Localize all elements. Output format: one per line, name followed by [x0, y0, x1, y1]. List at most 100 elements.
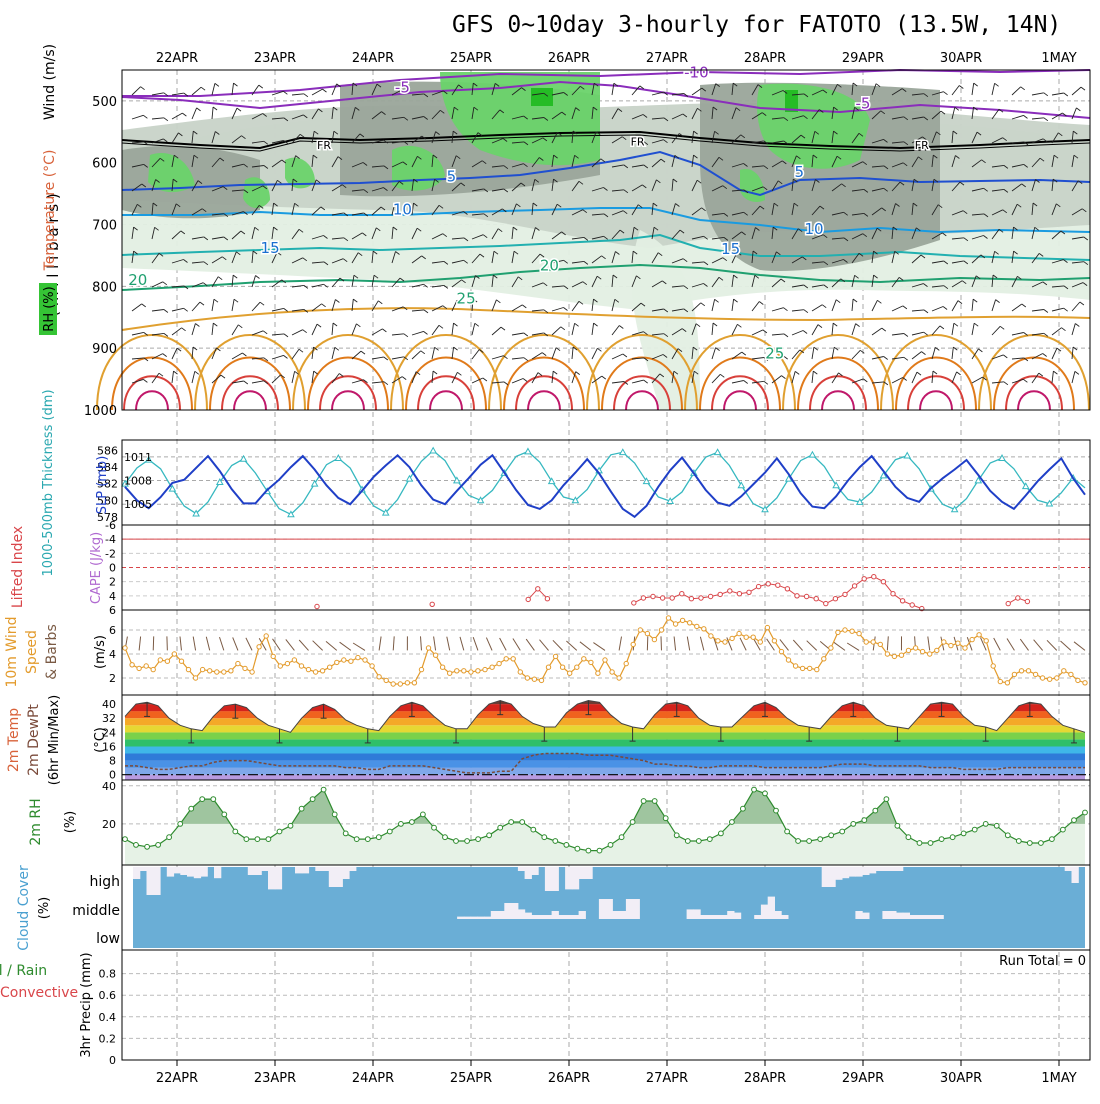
wind-speed-marker: [666, 616, 670, 620]
date-label-top: 30APR: [940, 51, 982, 66]
date-label-top: 24APR: [352, 51, 394, 66]
date-label-bottom: 27APR: [646, 1071, 688, 1086]
rh-marker: [553, 839, 558, 844]
rh-marker: [211, 797, 216, 802]
cloud-unit-label: (%): [37, 897, 52, 920]
wind-speed-marker: [1040, 676, 1044, 680]
page-title: GFS 0~10day 3-hourly for FATOTO (13.5W, …: [452, 12, 1061, 38]
cloud-middle-bar: [457, 917, 464, 919]
cloud-middle-bar: [693, 909, 700, 919]
li-marker: [1006, 601, 1010, 605]
rh-marker: [939, 837, 944, 842]
wind-speed-marker: [1019, 669, 1023, 673]
wind-speed-marker: [504, 657, 508, 661]
rh-marker: [156, 843, 161, 848]
rh-marker: [200, 797, 205, 802]
cloud-middle-bar: [504, 903, 511, 919]
li-marker: [804, 594, 808, 598]
li-marker: [689, 597, 693, 601]
wind-speed-marker: [1069, 672, 1073, 676]
cloud-high-bar: [140, 867, 147, 871]
rh-marker: [542, 835, 547, 840]
wind-axis-label: Wind (m/s): [42, 44, 58, 120]
temp-unit-label: (°C): [93, 727, 108, 753]
pressure-tick: 800: [92, 280, 117, 295]
date-label-bottom: 25APR: [450, 1071, 492, 1086]
rh-marker: [354, 837, 359, 842]
cloud-high-bar: [518, 867, 525, 871]
cloud-middle-bar: [511, 903, 518, 919]
cloud-high-bar: [876, 867, 883, 871]
wind-speed-marker: [935, 648, 939, 652]
wind-speed-marker: [391, 682, 395, 686]
wind-speed-marker: [130, 663, 134, 667]
rh-marker: [1083, 810, 1088, 815]
cloud-high-bar: [889, 867, 896, 871]
cloud-middle-bar: [930, 915, 937, 919]
cloud-middle-bar: [882, 911, 889, 919]
li-marker: [852, 584, 856, 588]
wind-speed-marker: [963, 646, 967, 650]
wind-speed-marker: [1012, 672, 1016, 676]
isotherm-label: 15: [721, 240, 740, 258]
cloud-high-bar: [214, 867, 221, 878]
li-marker: [526, 597, 530, 601]
slp-tick: 1008: [124, 475, 152, 488]
isotherm-label: FR: [317, 139, 331, 152]
cloud-high-bar: [268, 867, 275, 889]
rh-marker: [487, 833, 492, 838]
cloud-high-bar: [201, 867, 208, 877]
li-marker: [430, 602, 434, 606]
wind-speed-marker: [871, 640, 875, 644]
rh-marker: [189, 806, 194, 811]
cloud-high-bar: [835, 867, 842, 880]
precip-tick: 0: [109, 1054, 116, 1067]
rh-marker: [630, 820, 635, 825]
cloud-middle-bar: [727, 911, 734, 919]
rh-marker: [862, 818, 867, 823]
wind-speed-marker: [673, 622, 677, 626]
rh-marker: [443, 835, 448, 840]
wind-tick: 6: [109, 624, 116, 637]
wind-speed-marker: [476, 669, 480, 673]
cloud-high-bar: [194, 867, 201, 878]
rh-marker: [1061, 827, 1066, 832]
rh-marker: [178, 822, 183, 827]
wind-speed-marker: [850, 629, 854, 633]
cloud-middle-bar: [606, 899, 613, 919]
wind-speed-marker: [885, 652, 889, 656]
rh-marker: [277, 829, 282, 834]
cloud-middle-bar: [754, 915, 761, 919]
slp-tick: 1005: [124, 498, 152, 511]
cloud-middle-bar: [855, 911, 862, 919]
cloud-high-bar: [552, 867, 559, 891]
cloud-middle-bar: [477, 917, 484, 919]
cloud-middle-bar: [633, 899, 640, 919]
rh-marker: [752, 787, 757, 792]
wind-speed-marker: [179, 659, 183, 663]
li-marker: [651, 594, 655, 598]
wind-speed-marker: [1062, 669, 1066, 673]
wind-speed-marker: [363, 658, 367, 662]
rh-marker: [476, 837, 481, 842]
cloud-high-bar: [167, 867, 174, 877]
date-label-top: 29APR: [842, 51, 884, 66]
li-tick: -4: [105, 533, 116, 546]
cloud-middle-bar: [700, 915, 707, 919]
wind-speed-marker: [137, 666, 141, 670]
cloud-high-bar: [147, 867, 154, 895]
wind-speed-marker: [624, 661, 628, 665]
li-marker: [737, 592, 741, 596]
temp-axis-label-1: 2m Temp: [6, 708, 22, 772]
li-marker: [747, 590, 751, 594]
precip-label-2: Convective: [0, 985, 78, 1001]
wind-speed-marker: [984, 639, 988, 643]
rh-marker: [719, 831, 724, 836]
li-marker: [910, 603, 914, 607]
wind-speed-marker: [829, 646, 833, 650]
rh-marker: [619, 835, 624, 840]
pressure-tick: 600: [92, 157, 117, 172]
isotherm-label: 5: [447, 167, 457, 185]
wind-speed-marker: [688, 621, 692, 625]
rh-marker: [884, 797, 889, 802]
